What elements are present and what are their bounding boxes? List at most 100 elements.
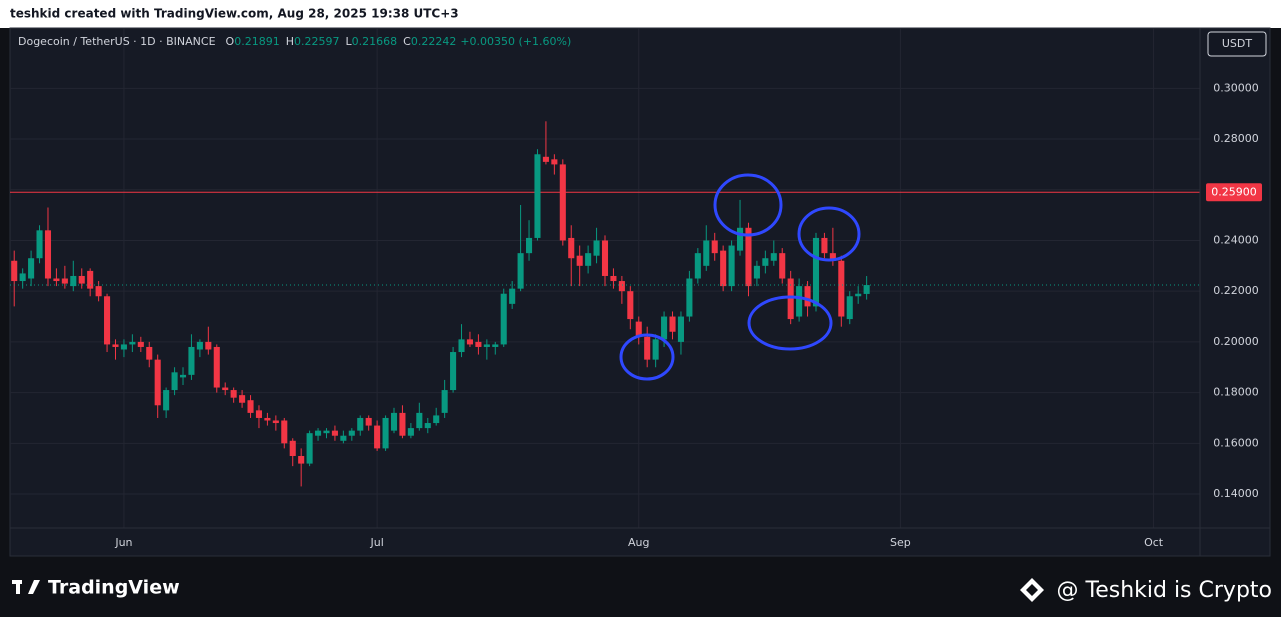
candle-body xyxy=(19,273,26,282)
candle-body xyxy=(416,412,423,429)
candle-body xyxy=(129,341,136,345)
candle-body xyxy=(576,255,583,266)
price-level-tag xyxy=(1206,183,1262,202)
y-tick-label: 0.22000 xyxy=(1213,284,1259,297)
candle-body xyxy=(171,372,178,391)
candle-body xyxy=(829,253,836,261)
candle-body xyxy=(315,430,322,436)
candle-body xyxy=(87,270,94,289)
candle-body xyxy=(357,417,364,431)
candle-body xyxy=(399,412,406,436)
logo-shape xyxy=(16,580,20,594)
candle-body xyxy=(846,296,853,320)
candle-body xyxy=(694,253,701,279)
candle-body xyxy=(213,346,220,388)
candle-body xyxy=(44,230,52,279)
candle-body xyxy=(188,346,195,375)
candle-body xyxy=(222,387,229,391)
candle-body xyxy=(652,339,659,360)
candle-body xyxy=(585,253,592,266)
legend-key: L xyxy=(346,35,353,48)
candle-body xyxy=(374,425,381,449)
candle-body xyxy=(745,227,752,287)
candle-body xyxy=(551,159,558,165)
annotation-circle xyxy=(713,173,783,237)
plot xyxy=(10,28,1200,528)
chart-title: Dogecoin / TetherUS · 1D · BINANCE xyxy=(18,35,216,48)
candle-body xyxy=(298,455,305,464)
chart-header: Dogecoin / TetherUS · 1D · BINANCE O0.218… xyxy=(18,35,571,48)
price-level-label: 0.25900 xyxy=(1211,185,1257,198)
y-tick-label: 0.28000 xyxy=(1213,132,1259,145)
y-tick-label: 0.14000 xyxy=(1213,487,1259,500)
candle-body xyxy=(146,346,153,360)
annotation-circle xyxy=(747,295,833,351)
candle-body xyxy=(669,316,676,332)
candle-body xyxy=(179,374,187,378)
candle-body xyxy=(534,154,541,238)
candle-body xyxy=(559,164,566,241)
candle-body xyxy=(272,420,279,424)
candle-body xyxy=(230,390,237,398)
candle-body xyxy=(239,395,246,403)
y-tick-label: 0.18000 xyxy=(1213,386,1259,399)
legend-value: 0.21891 xyxy=(234,35,280,48)
x-tick-label: Jun xyxy=(114,536,132,549)
legend-value: 0.22242 xyxy=(411,35,457,48)
candle-body xyxy=(863,285,870,294)
annotation-circle xyxy=(797,206,861,262)
candle-body xyxy=(247,400,254,413)
candle-body xyxy=(703,240,710,266)
y-tick-label: 0.20000 xyxy=(1213,335,1259,348)
candle-body xyxy=(610,275,617,282)
legend-change: +0.00350 (+1.60%) xyxy=(460,35,571,48)
candle-body xyxy=(787,278,794,320)
candle-body xyxy=(281,420,288,444)
candle-body xyxy=(483,344,490,347)
candle-body xyxy=(365,417,372,426)
candle-body xyxy=(661,316,668,340)
author-line: teshkid created with TradingView.com, Au… xyxy=(10,7,459,21)
legend-key: H xyxy=(286,35,294,48)
candle-body xyxy=(104,296,111,345)
logo-shape xyxy=(28,580,40,594)
candle-body xyxy=(509,288,516,304)
candle-body xyxy=(70,275,77,287)
candle-body xyxy=(441,390,448,413)
candle-body xyxy=(154,359,161,406)
candle-body xyxy=(542,156,549,162)
legend-key: O xyxy=(226,35,235,48)
candle-body xyxy=(855,293,862,297)
candle-body xyxy=(812,237,820,307)
candle-body xyxy=(601,240,609,276)
currency-box[interactable] xyxy=(1207,31,1267,57)
candle-body xyxy=(686,278,693,317)
candle-body xyxy=(306,433,313,464)
candle-body xyxy=(526,237,533,254)
legend-value: 0.22597 xyxy=(294,35,340,48)
legend-value: 0.21668 xyxy=(352,35,398,48)
candle-body xyxy=(736,227,744,251)
y-tick-label: 0.16000 xyxy=(1213,436,1259,449)
candle-body xyxy=(466,339,474,345)
x-tick-label: Aug xyxy=(628,536,649,549)
x-tick-label: Jul xyxy=(369,536,383,549)
candle-body xyxy=(264,417,271,421)
candle-body xyxy=(112,344,119,347)
candle-body xyxy=(120,344,127,350)
candle-body xyxy=(28,258,35,279)
candle-body xyxy=(163,390,170,411)
candle-body xyxy=(407,428,414,436)
candle-body xyxy=(635,321,642,337)
candle-body xyxy=(492,344,499,347)
credit: @ Teshkid is Crypto xyxy=(1057,578,1273,603)
candle-body xyxy=(770,253,777,261)
candle-body xyxy=(255,410,263,418)
x-tick-label: Oct xyxy=(1144,536,1164,549)
candle-body xyxy=(289,440,296,456)
candle-body xyxy=(53,278,60,282)
legend-key: C xyxy=(403,35,411,48)
candle-body xyxy=(762,258,769,266)
candle-body xyxy=(331,430,338,436)
